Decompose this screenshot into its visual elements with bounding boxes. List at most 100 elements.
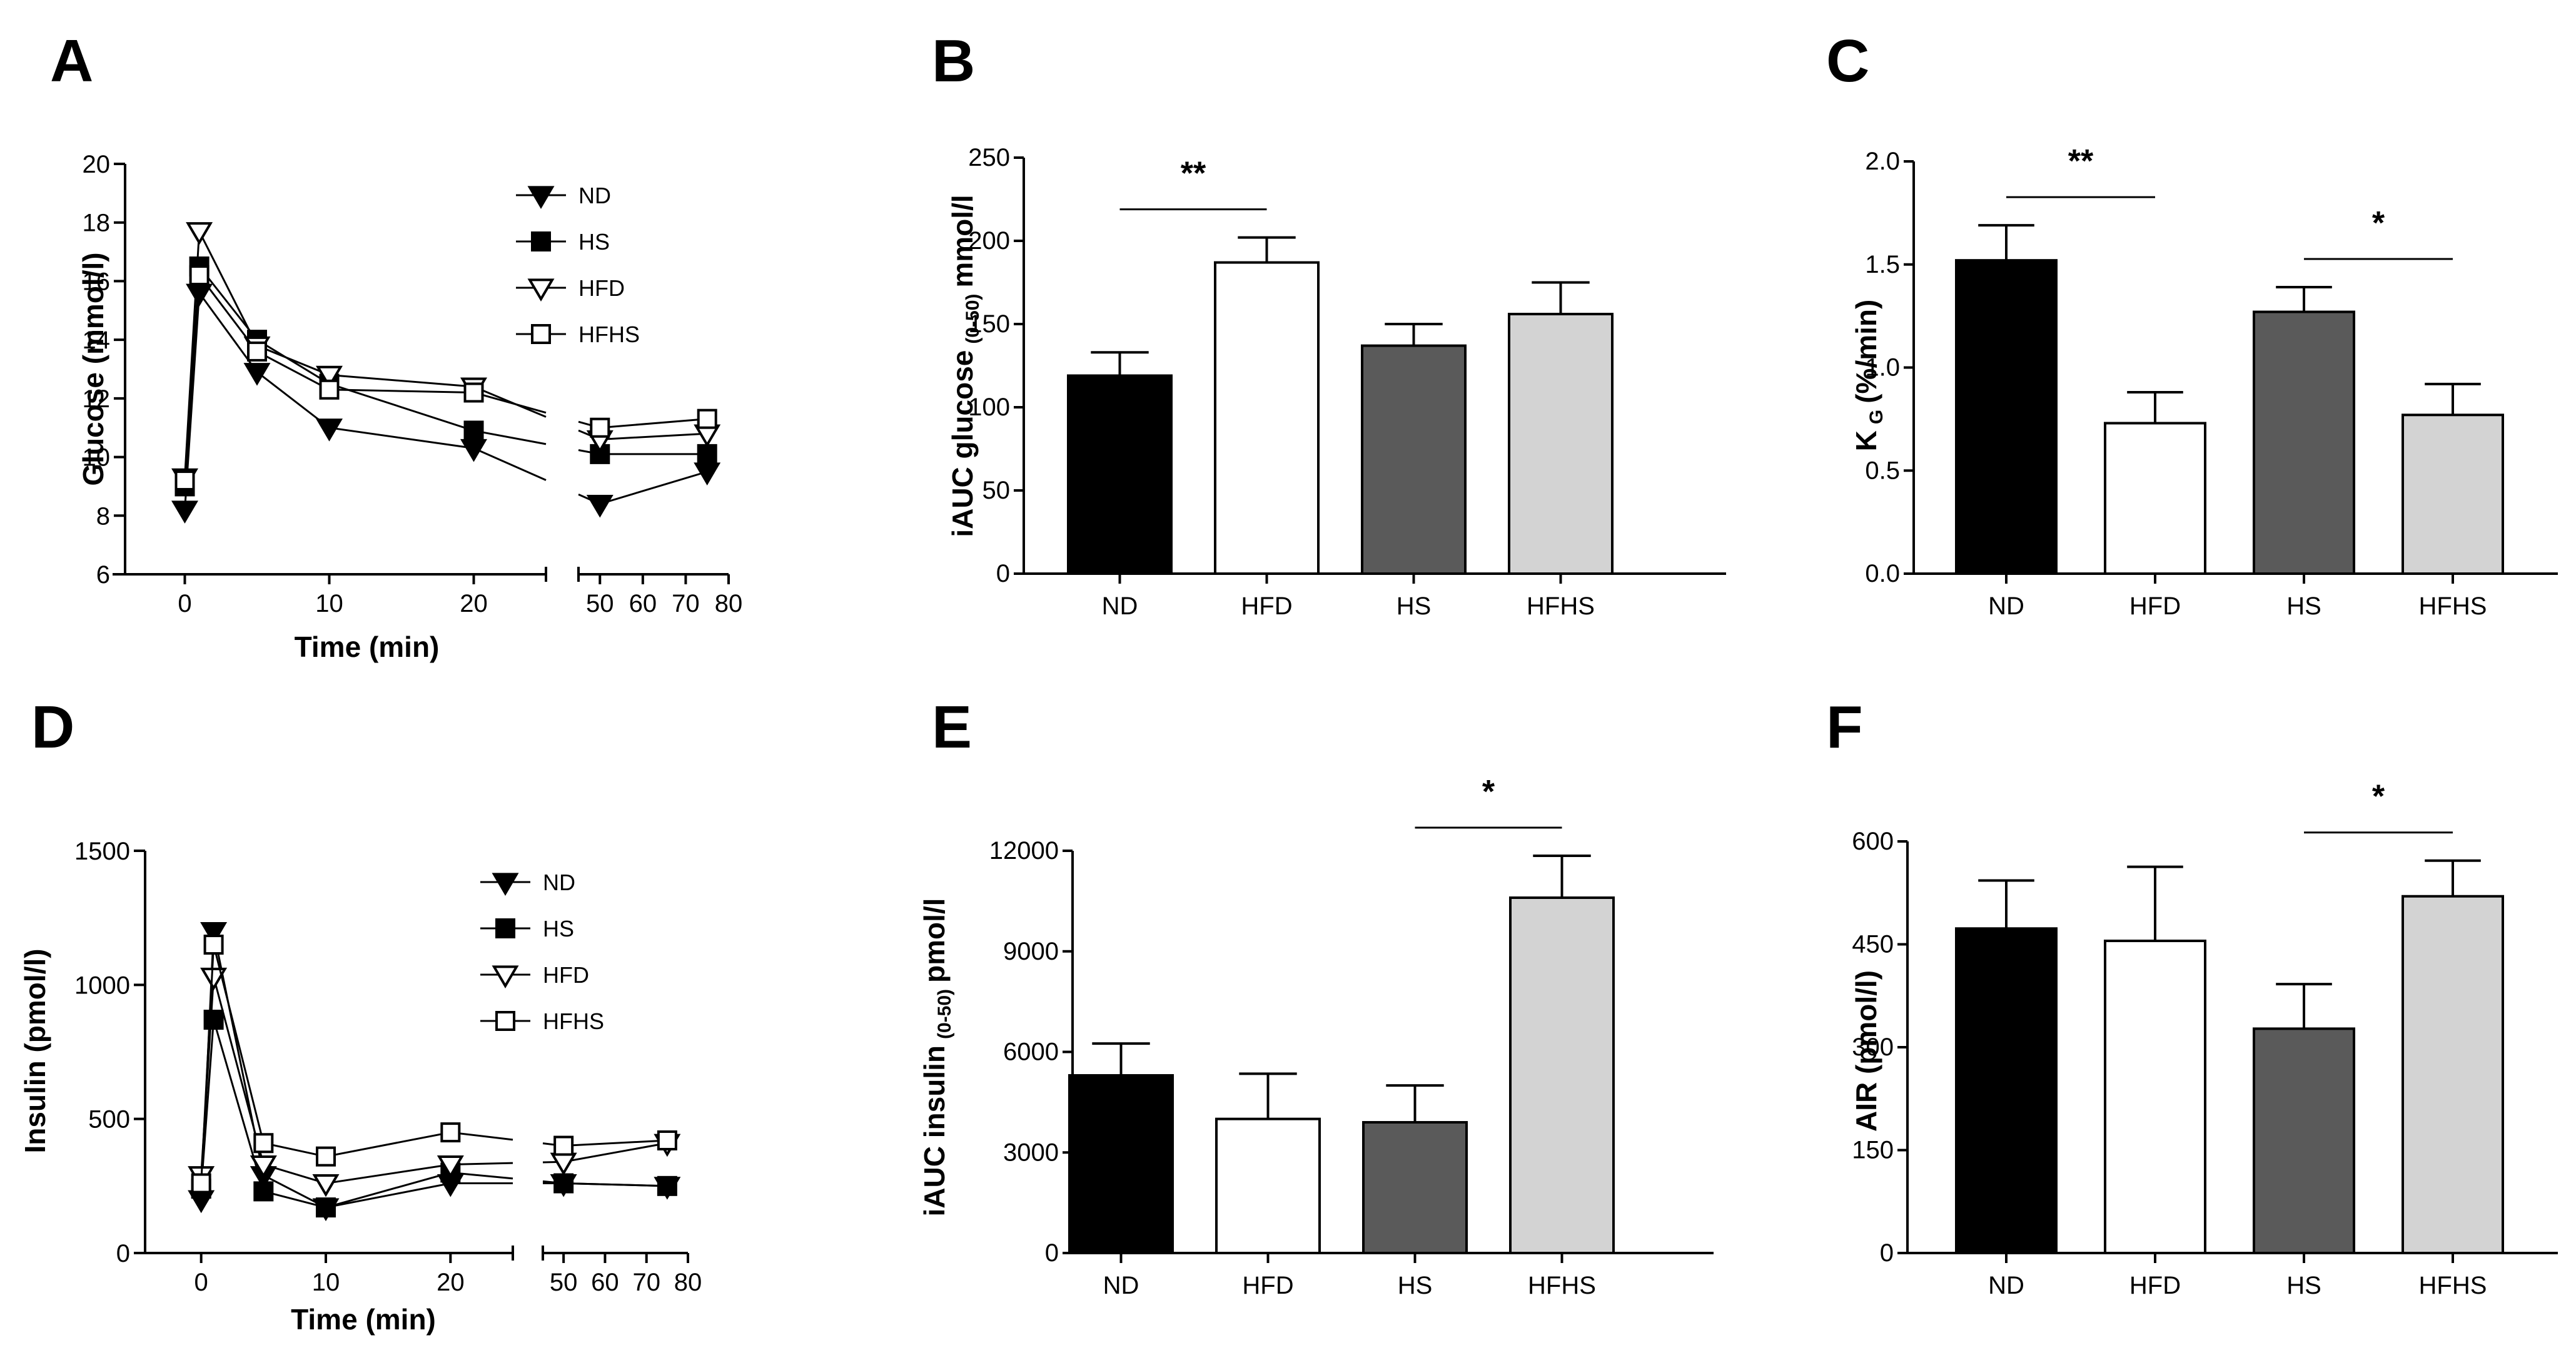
y-tick-label: 8 (96, 502, 110, 530)
series-line (200, 944, 513, 1184)
x-tick-label: HS (2286, 1272, 2321, 1299)
y-tick-label: 6000 (1003, 1038, 1059, 1066)
data-point (174, 470, 195, 491)
panel-letter: B (932, 28, 975, 94)
series-hfhs (174, 265, 717, 491)
data-point (657, 1175, 677, 1196)
panel-e-iauc-insulin-bars: E 0 3000 6000 9000 12000 ND HFD HS HFHS * iAUC insu… (918, 694, 1714, 1299)
legend-marker (495, 918, 515, 938)
y-tick-label: 1500 (74, 838, 130, 865)
y-axis-label: iAUC glucose (0-50) mmol/l (946, 195, 983, 537)
y-axis-label: Insulin (pmol/l) (19, 948, 51, 1153)
y-tick-label: 0 (1045, 1239, 1059, 1267)
legend-label: ND (543, 870, 575, 895)
y-tick-label: 100 (968, 393, 1010, 421)
x-tick-label: HFHS (2419, 1272, 2487, 1299)
x-tick-label: 0 (178, 590, 191, 617)
data-point (319, 379, 340, 400)
data-point (460, 439, 487, 462)
x-tick-label: 60 (629, 590, 657, 617)
y-tick-label: 0.0 (1865, 560, 1900, 587)
series-line (200, 977, 513, 1185)
bar-hfhs (2402, 414, 2504, 575)
bar-hfhs (1508, 313, 1614, 575)
y-tick-label: 1.5 (1865, 251, 1900, 278)
bar-hfd (2104, 940, 2206, 1255)
x-tick-label: HS (1397, 592, 1432, 620)
x-tick-label: HS (1398, 1272, 1433, 1299)
x-tick-label: 70 (632, 1269, 660, 1296)
x-tick-label: HFD (1241, 592, 1292, 620)
bar-nd (1955, 259, 2058, 575)
data-point (586, 494, 614, 518)
y-axis-label: AIR (pmol/l) (1850, 970, 1882, 1132)
y-axis-label-subscript: (0-50) (962, 294, 983, 344)
y-axis-label-main: iAUC glucose (946, 350, 979, 537)
x-tick-label: 20 (460, 590, 488, 617)
y-axis-label-main: K (1850, 430, 1882, 451)
data-point (657, 1130, 677, 1150)
panel-letter: D (31, 694, 74, 761)
data-point (697, 409, 717, 429)
y-tick-label: 50 (982, 477, 1011, 504)
bar-hs (2253, 310, 2355, 575)
y-tick-label: 12 (83, 385, 111, 413)
panel-f-air-bars: F 0 150 300 450 600 ND HFD HS HFHS * AIR (pmol/l) (1826, 694, 2558, 1299)
data-point (553, 1173, 574, 1194)
legend-marker (527, 278, 555, 302)
panel-b-iauc-glucose-bars: B 0 50 100 150 200 250 ND HFD HS HFHS ** iAUC glucos… (932, 28, 1726, 620)
x-tick-label: 10 (312, 1269, 340, 1296)
data-point (316, 419, 343, 442)
data-point (247, 341, 267, 362)
panel-letter: A (50, 28, 93, 94)
significance-label: * (1482, 774, 1495, 810)
legend-marker (492, 873, 519, 896)
y-tick-label: 16 (83, 268, 111, 295)
x-tick-label: 60 (591, 1269, 619, 1296)
legend-marker (495, 1011, 515, 1031)
data-point (553, 1135, 574, 1156)
x-tick-label: ND (1988, 592, 2024, 620)
y-tick-label: 2.0 (1865, 148, 1900, 175)
x-tick-label: HFHS (2419, 592, 2487, 620)
y-tick-label: 1.0 (1865, 354, 1900, 382)
bar-hs (2253, 1027, 2355, 1254)
series-hfhs (191, 935, 677, 1194)
legend: ND HS HFD HFHS (516, 183, 640, 347)
x-tick-label: HFD (1242, 1272, 1293, 1299)
data-point (250, 1155, 277, 1179)
y-tick-label: 9000 (1003, 938, 1059, 965)
data-point (312, 1174, 340, 1197)
data-point (463, 420, 484, 441)
data-point (437, 1155, 464, 1179)
y-axis-label-unit: mmol/l (946, 195, 979, 287)
series-nd (171, 283, 721, 524)
panel-a-glucose-curve: A 6 8 10 12 14 16 18 20 0 10 20 50 60 70 80 Time (min) Gl… (50, 28, 742, 663)
y-axis-label-unit: pmol/l (918, 898, 951, 983)
legend-label: HFD (543, 962, 589, 988)
x-tick-label: HFHS (1528, 1272, 1596, 1299)
data-point (189, 265, 210, 286)
y-tick-label: 150 (968, 310, 1010, 338)
significance-label: ** (2068, 143, 2094, 180)
series-line (184, 272, 547, 481)
y-tick-label: 0 (1880, 1239, 1894, 1267)
y-tick-label: 0 (116, 1240, 130, 1267)
x-tick-label: HFD (2129, 592, 2181, 620)
y-tick-label: 1000 (74, 972, 130, 999)
data-point (316, 365, 343, 389)
significance-label: ** (1181, 156, 1206, 192)
x-tick-label: 70 (672, 590, 700, 617)
legend-label: HFHS (543, 1008, 604, 1034)
legend: ND HS HFD HFHS (480, 870, 604, 1034)
bar-nd (1067, 374, 1173, 576)
data-point (463, 382, 484, 403)
y-axis-label-unit: (%/min) (1850, 300, 1882, 403)
y-tick-label: 500 (88, 1106, 130, 1134)
legend-marker (527, 186, 555, 209)
data-point (203, 935, 224, 955)
x-tick-label: 50 (550, 1269, 578, 1296)
panel-letter: E (932, 694, 972, 761)
series-line (184, 228, 547, 478)
